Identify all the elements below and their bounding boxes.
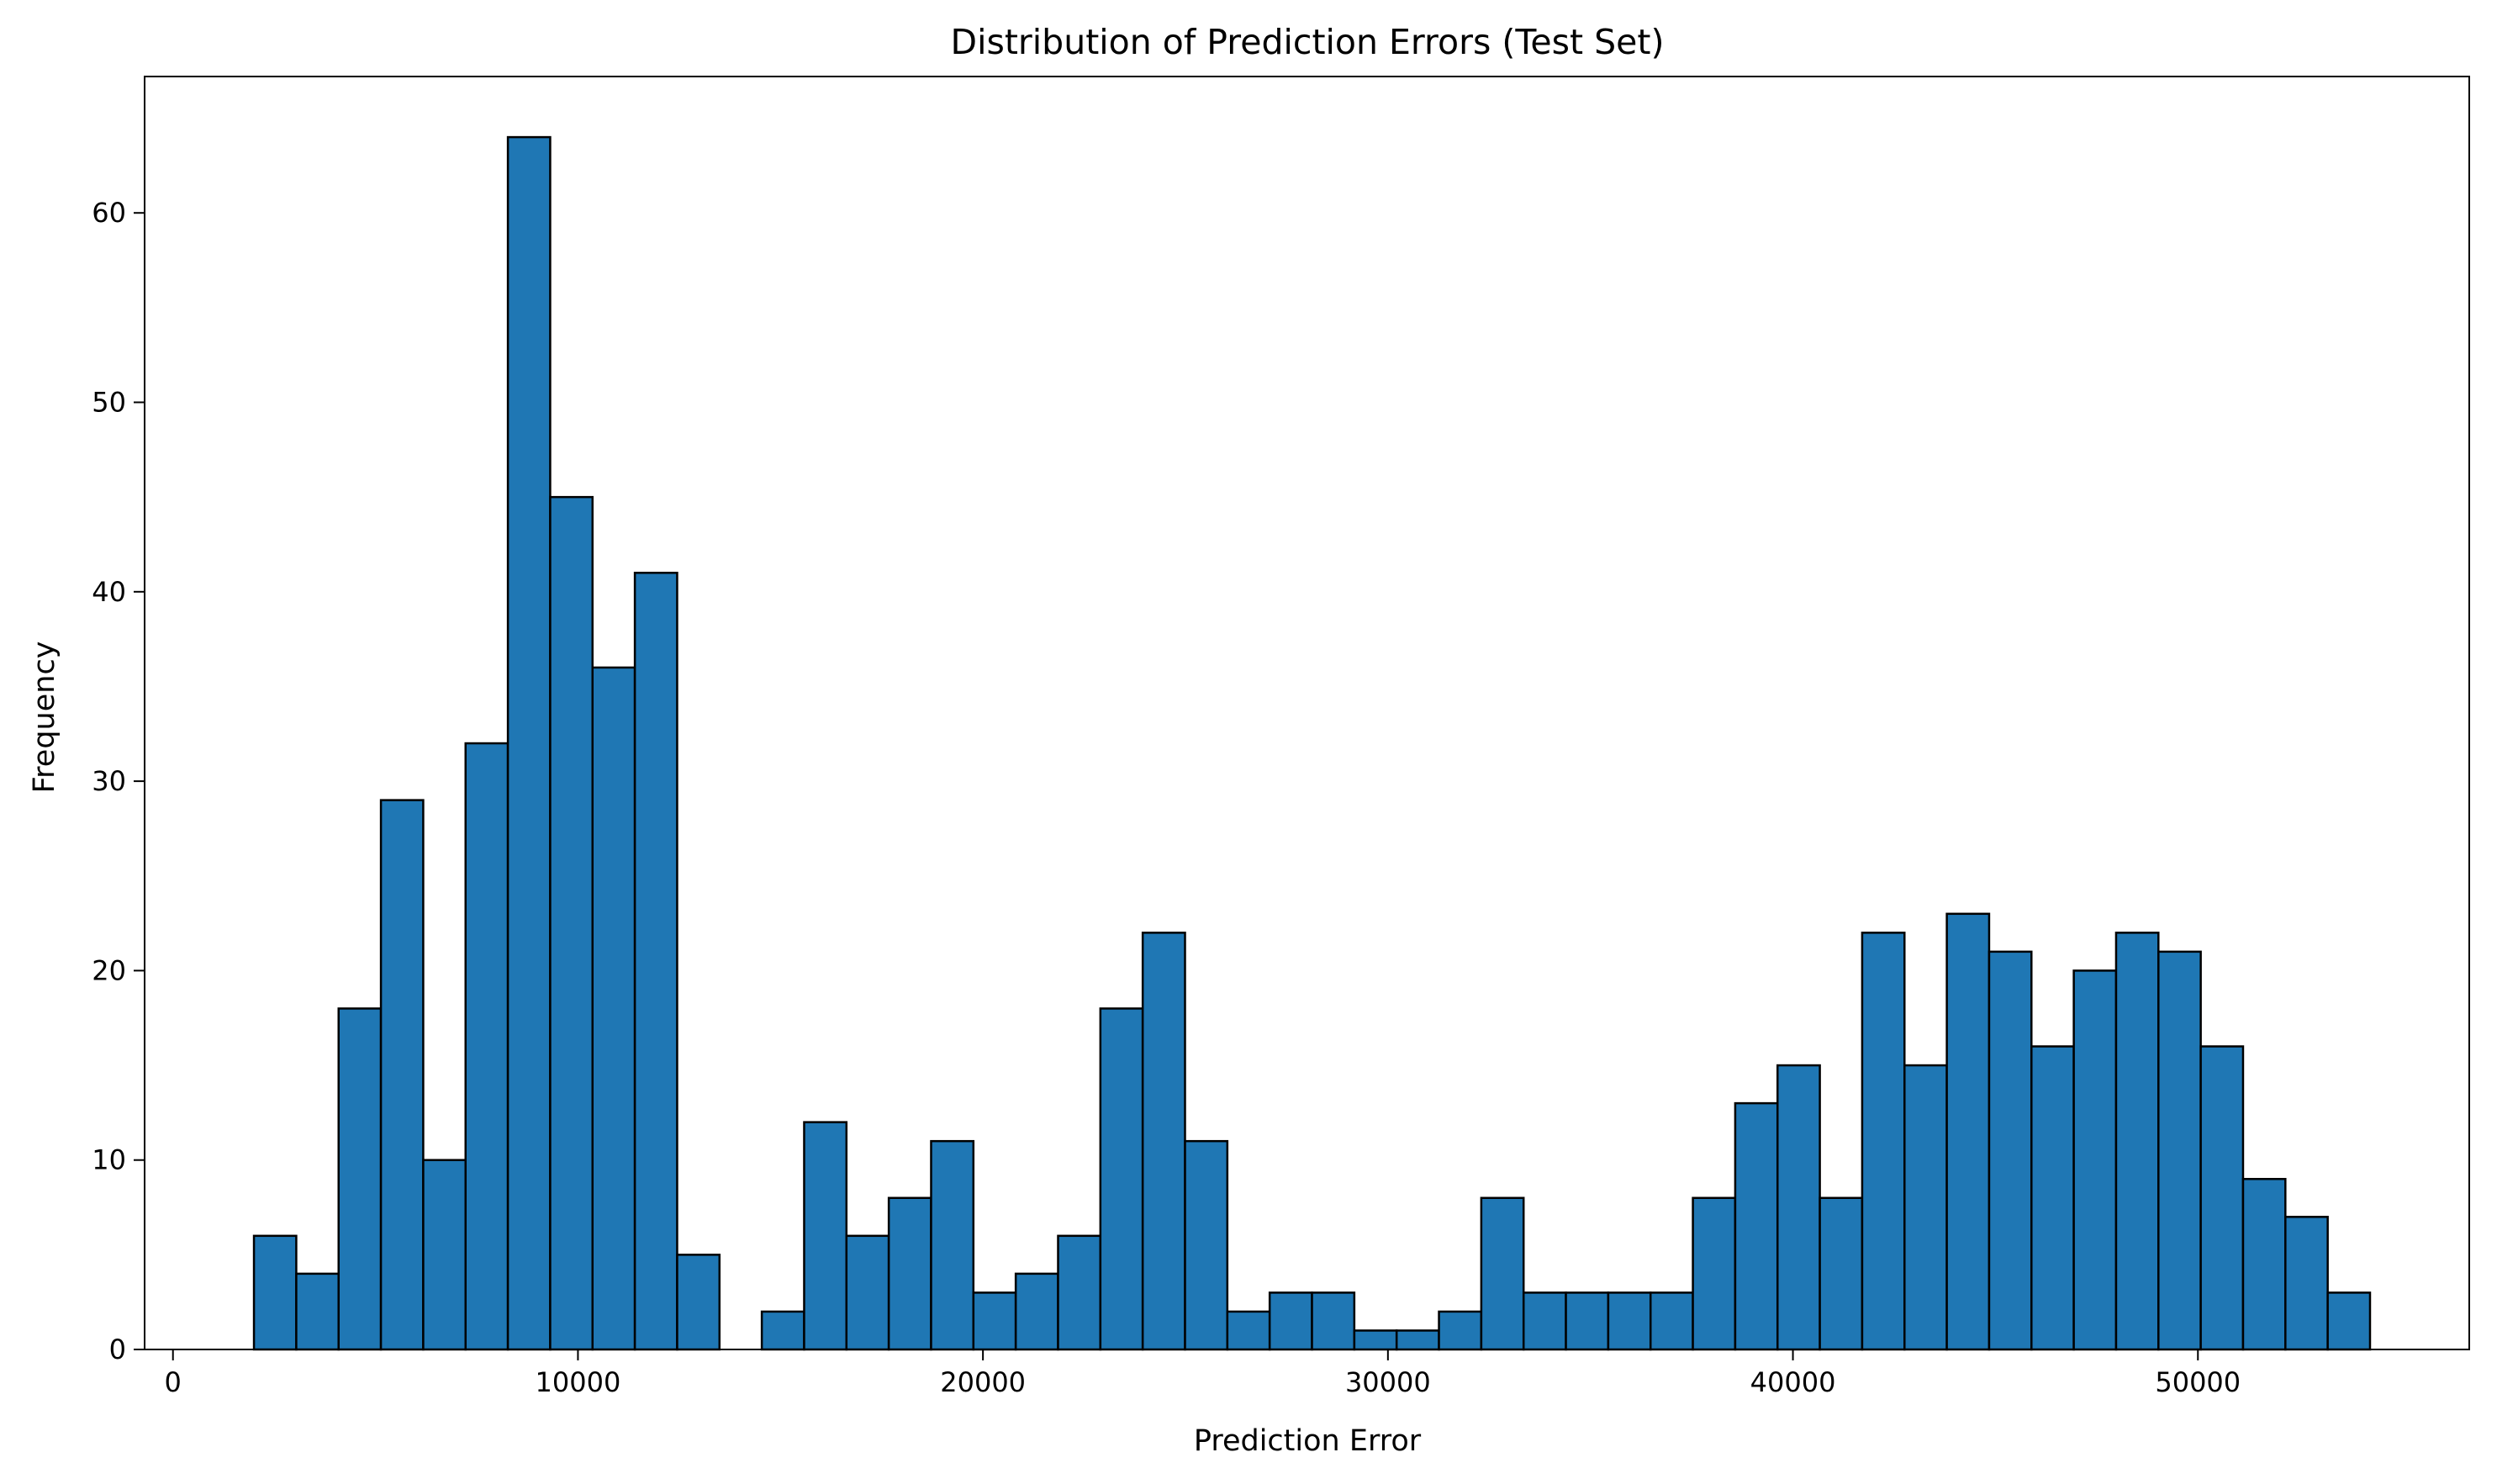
histogram-bar <box>1438 1310 1483 1351</box>
y-tick-label: 10 <box>92 1144 126 1176</box>
x-axis-ticks: 0 10000 20000 30000 40000 50000 <box>165 1349 2241 1398</box>
histogram-bar <box>1226 1310 1271 1351</box>
histogram-bar <box>1734 1101 1779 1351</box>
histogram-bar <box>1945 912 1991 1351</box>
x-tick-label: 50000 <box>2155 1366 2241 1398</box>
x-tick-label: 10000 <box>536 1366 621 1398</box>
histogram-bar <box>337 1007 383 1351</box>
histogram-bar <box>1353 1329 1398 1351</box>
histogram-bar <box>1861 932 1906 1351</box>
histogram-bar <box>422 1159 467 1351</box>
histogram-bar <box>1395 1329 1440 1351</box>
histogram-bar <box>1819 1196 1864 1351</box>
histogram-bar <box>887 1196 932 1351</box>
histogram-bar <box>1057 1234 1102 1351</box>
x-tick-label: 20000 <box>940 1366 1026 1398</box>
y-tick-label: 20 <box>92 954 126 986</box>
y-tick-label: 40 <box>92 576 126 608</box>
histogram-bar <box>1692 1196 1737 1351</box>
histogram-bar <box>1522 1291 1567 1351</box>
y-tick-label: 60 <box>92 197 126 229</box>
y-tick-label: 30 <box>92 765 126 797</box>
histogram-bar <box>2030 1045 2075 1351</box>
x-tick-label: 30000 <box>1345 1366 1431 1398</box>
histogram-bar <box>1988 950 2033 1351</box>
histogram-bar <box>1099 1007 1144 1351</box>
histogram-bar <box>2326 1291 2372 1351</box>
histogram-bar <box>1141 932 1186 1351</box>
histogram-bar <box>930 1139 975 1351</box>
bars <box>252 135 2372 1351</box>
histogram-bar <box>1014 1272 1059 1351</box>
histogram-bar <box>845 1234 890 1351</box>
y-axis-ticks: 0 10 20 30 40 50 60 <box>92 197 145 1365</box>
histogram-bar <box>549 495 594 1351</box>
histogram-bar <box>506 135 552 1351</box>
histogram-bar <box>2199 1045 2245 1351</box>
histogram-bar <box>252 1234 298 1351</box>
histogram-bar <box>1480 1196 1525 1351</box>
histogram-bar <box>972 1291 1017 1351</box>
histogram-bar <box>464 742 509 1351</box>
histogram-bar <box>1903 1064 1948 1351</box>
histogram-bar <box>1649 1291 1694 1351</box>
histogram-bar <box>2072 969 2118 1351</box>
y-axis-label: Frequency <box>28 642 61 794</box>
histogram-bar <box>676 1254 721 1351</box>
x-tick-label: 40000 <box>1750 1366 1836 1398</box>
plot-frame <box>144 76 2470 1350</box>
x-axis-label: Prediction Error <box>1194 1424 1422 1458</box>
histogram-bar <box>1268 1291 1313 1351</box>
x-tick-label: 0 <box>165 1366 182 1398</box>
histogram-bar <box>1311 1291 1356 1351</box>
histogram-bar <box>379 799 425 1351</box>
histogram-bar <box>803 1121 848 1351</box>
histogram-bar <box>591 666 636 1351</box>
histogram-bar <box>295 1272 340 1351</box>
histogram-bar <box>760 1310 805 1351</box>
histogram-bar <box>633 572 678 1351</box>
histogram-bar <box>2157 950 2202 1351</box>
histogram-bar <box>1565 1291 1610 1351</box>
histogram-bar <box>1184 1139 1229 1351</box>
histogram-bar <box>2114 932 2160 1351</box>
chart-title: Distribution of Prediction Errors (Test … <box>951 22 1665 62</box>
histogram-bar <box>2241 1177 2287 1351</box>
histogram-bar <box>1607 1291 1652 1351</box>
histogram-bar <box>2284 1216 2329 1351</box>
y-tick-label: 0 <box>109 1333 126 1365</box>
y-tick-label: 50 <box>92 387 126 419</box>
histogram-bar <box>1776 1064 1821 1351</box>
